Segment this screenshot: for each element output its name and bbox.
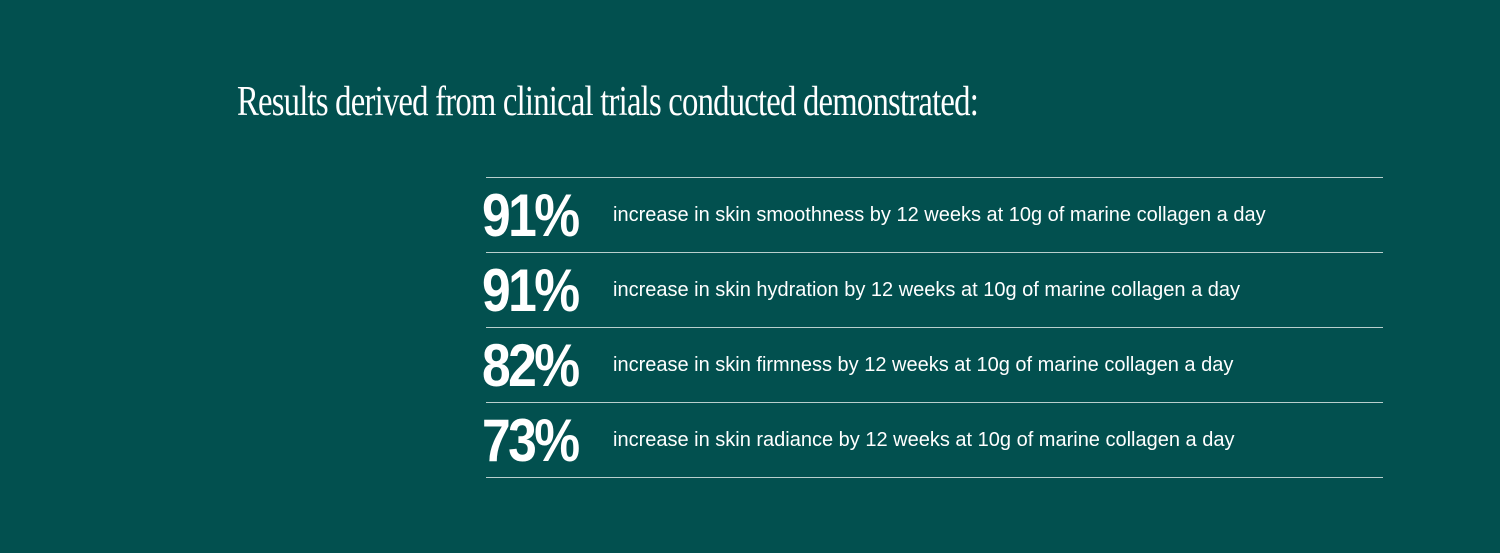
stat-value: 91% (482, 182, 580, 249)
stat-row: 73% increase in skin radiance by 12 weeks… (482, 402, 1383, 477)
stat-text: increase in skin firmness by 12 weeks at… (613, 354, 1234, 376)
stat-row: 82% increase in skin firmness by 12 weeks… (482, 327, 1383, 402)
stats-list: 91% increase in skin smoothness by 12 wee… (482, 177, 1383, 478)
stat-value: 91% (482, 257, 580, 324)
stat-value: 73% (482, 407, 580, 474)
stat-text: increase in skin hydration by 12 weeks a… (613, 279, 1241, 301)
stat-row: 91% increase in skin smoothness by 12 wee… (482, 177, 1383, 252)
stat-text: increase in skin radiance by 12 weeks at… (613, 429, 1235, 451)
stat-value: 82% (482, 332, 580, 399)
heading-area: Results derived from clinical trials con… (237, 79, 979, 125)
heading: Results derived from clinical trials con… (237, 79, 978, 125)
stat-text: increase in skin smoothness by 12 weeks … (613, 204, 1266, 226)
stat-row: 91% increase in skin hydration by 12 week… (482, 252, 1383, 327)
